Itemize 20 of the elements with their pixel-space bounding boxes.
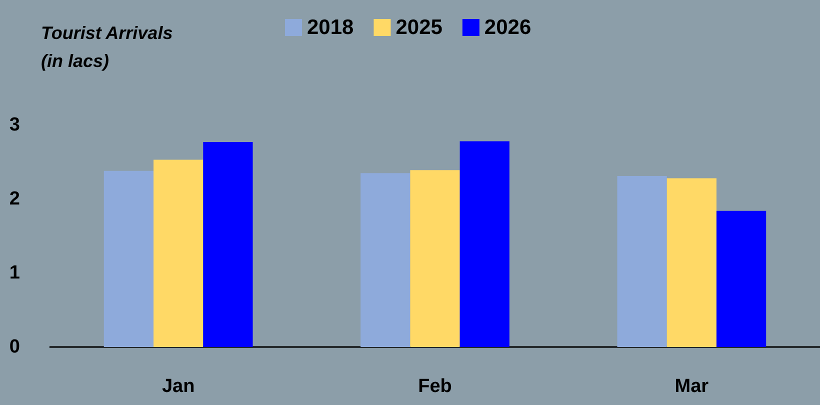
bar [460, 141, 510, 347]
bar [617, 176, 667, 347]
legend-label: 2018 [307, 16, 354, 39]
x-tick-label: Mar [674, 376, 710, 397]
bar [104, 170, 154, 347]
bar [410, 170, 460, 347]
y-tick-label: 0 [9, 336, 20, 358]
legend-label: 2025 [396, 16, 443, 39]
bar [154, 160, 204, 347]
bar [360, 173, 410, 347]
bar [203, 142, 253, 347]
x-tick-label: Jan [162, 376, 195, 397]
bar [716, 210, 766, 347]
y-tick-label: 3 [9, 114, 20, 136]
y-axis-title: Tourist Arrivals (in lacs) [41, 23, 173, 71]
x-tick-label: Feb [418, 376, 452, 397]
y-tick-label: 1 [9, 262, 20, 284]
legend-label: 2026 [484, 16, 532, 39]
bar [666, 178, 716, 347]
y-tick-label: 2 [9, 188, 20, 210]
